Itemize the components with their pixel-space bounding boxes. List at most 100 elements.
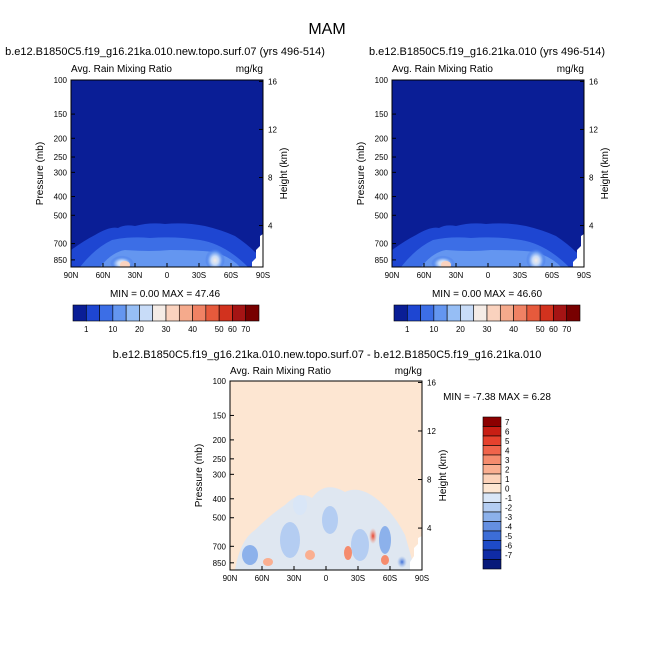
panel-diff-pressure-tick-label: 300 (213, 470, 227, 479)
panel-left-ylabel: Pressure (mb) (35, 142, 46, 205)
panel-right-y2label: Height (km) (600, 148, 611, 200)
panel-right-height-tick-label: 8 (589, 173, 594, 182)
panel-right-colorbar-box (393, 304, 408, 322)
panel-diff-height-tick-label: 12 (427, 427, 436, 436)
panel-right-colorbar-box (406, 304, 421, 322)
panel-diff-variable-label: Avg. Rain Mixing Ratio (230, 366, 331, 377)
panel-diff-colorbar-label: 1 (505, 475, 510, 484)
panel-right-colorbar-label: 1 (405, 325, 410, 334)
panel-right-colorbar-box (433, 304, 448, 322)
panel-diff-colorbar-box (482, 559, 502, 570)
panel-right-colorbar-label: 10 (429, 325, 438, 334)
panel-left-units-label: mg/kg (236, 64, 263, 75)
panel-right-pressure-tick-label: 850 (375, 256, 389, 265)
panel-right-case-title: b.e12.B1850C5.f19_g16.21ka.010 (yrs 496-… (369, 46, 605, 58)
panel-left-colorbar-box (139, 304, 154, 322)
panel-left-lat-tick-label: 60N (96, 271, 111, 280)
panel-right-units-label: mg/kg (557, 64, 584, 75)
panel-right-colorbar-box (553, 304, 568, 322)
panel-left-colorbar-box (165, 304, 180, 322)
panel-left-lat-tick-label: 90N (64, 271, 79, 280)
panel-right-colorbar-box (460, 304, 475, 322)
panel-right-colorbar-box (473, 304, 488, 322)
panel-left-colorbar-label: 20 (135, 325, 144, 334)
panel-left-colorbar-label: 10 (108, 325, 117, 334)
panel-diff-colorbar-label: 6 (505, 427, 510, 436)
panel-right-lat-tick-label: 30N (449, 271, 464, 280)
panel-diff-case-title: b.e12.B1850C5.f19_g16.21ka.010.new.topo.… (113, 349, 542, 361)
panel-diff-height-tick-label: 8 (427, 476, 432, 485)
panel-left-height-tick-label: 4 (268, 222, 273, 231)
panel-diff-colorbar-label: -7 (505, 551, 513, 560)
panel-right-pressure-tick-label: 500 (375, 211, 389, 220)
panel-right-pressure-tick-label: 400 (375, 193, 389, 202)
panel-right-colorbar-box (566, 304, 581, 322)
panel-left-pressure-tick-label: 300 (54, 168, 68, 177)
panel-right-colorbar-label: 70 (562, 325, 571, 334)
panel-diff-colorbar-box (482, 511, 502, 522)
panel-left-height-tick-label: 12 (268, 125, 277, 134)
panel-diff-colorbar-box (482, 445, 502, 456)
panel-right-lat-tick-label: 30S (513, 271, 527, 280)
panel-left-colorbar-box (152, 304, 167, 322)
panel-diff-ylabel: Pressure (mb) (194, 444, 205, 507)
panel-diff-lat-tick-label: 30N (287, 574, 302, 583)
panel-diff-colorbar-box (482, 502, 502, 513)
panel-right-lat-tick-label: 90N (385, 271, 400, 280)
panel-right-pressure-tick-label: 100 (375, 76, 389, 85)
panel-diff-colorbar-label: 7 (505, 418, 510, 427)
panel-diff-pressure-tick-label: 850 (213, 559, 227, 568)
panel-diff-pressure-tick-label: 200 (213, 436, 227, 445)
panel-diff-units-label: mg/kg (395, 366, 422, 377)
panel-right-colorbar-label: 20 (456, 325, 465, 334)
panel-diff-lat-tick-label: 90S (415, 574, 429, 583)
panel-diff-lat-tick-label: 30S (351, 574, 365, 583)
panel-left-colorbar-label: 60 (228, 325, 237, 334)
panel-left-lat-tick-label: 0 (165, 271, 170, 280)
panel-diff-colorbar-box (482, 492, 502, 503)
panel-diff-pressure-tick-label: 250 (213, 455, 227, 464)
panel-left-colorbar-box (125, 304, 140, 322)
panel-left-colorbar-label: 30 (162, 325, 171, 334)
panel-right-height-tick-label: 16 (589, 77, 598, 86)
panel-diff-colorbar-label: 0 (505, 484, 510, 493)
panel-diff-colorbar-label: -2 (505, 503, 513, 512)
panel-left-colorbar-box (178, 304, 193, 322)
panel-left-pressure-tick-label: 500 (54, 211, 68, 220)
panel-diff-colorbar-label: -4 (505, 522, 513, 531)
panel-right-lat-tick-label: 0 (486, 271, 491, 280)
panel-left-colorbar-box (85, 304, 100, 322)
panel-diff-colorbar-box (482, 530, 502, 541)
panel-right-height-tick-label: 12 (589, 125, 598, 134)
panel-diff-colorbar-box (482, 435, 502, 446)
figure-title: MAM (308, 21, 345, 38)
panel-left-colorbar-box (245, 304, 260, 322)
panel-diff: b.e12.B1850C5.f19_g16.21ka.010.new.topo.… (113, 349, 552, 583)
panel-right-pressure-tick-label: 200 (375, 134, 389, 143)
panel-diff-lat-tick-label: 90N (223, 574, 238, 583)
panel-left-colorbar-box (72, 304, 87, 322)
panel-diff-pressure-tick-label: 700 (213, 542, 227, 551)
panel-left-stats: MIN = 0.00 MAX = 47.46 (110, 289, 220, 300)
panel-left-lat-tick-label: 30N (128, 271, 143, 280)
panel-left-lat-tick-label: 60S (224, 271, 238, 280)
panel-right-colorbar-label: 40 (509, 325, 518, 334)
panel-left-pressure-tick-label: 100 (54, 76, 68, 85)
panel-right-ylabel: Pressure (mb) (356, 142, 367, 205)
panel-left-pressure-tick-label: 150 (54, 110, 68, 119)
panel-left-pressure-tick-label: 400 (54, 193, 68, 202)
panel-diff-colorbar-box (482, 416, 502, 427)
panel-left-pressure-tick-label: 850 (54, 256, 68, 265)
panel-right-stats: MIN = 0.00 MAX = 46.60 (432, 289, 542, 300)
panel-right: b.e12.B1850C5.f19_g16.21ka.010 (yrs 496-… (356, 46, 611, 334)
panel-diff-colorbar-box (482, 483, 502, 494)
panel-right-colorbar-box (539, 304, 554, 322)
panel-right-colorbar-label: 60 (549, 325, 558, 334)
panel-diff-lat-tick-label: 60S (383, 574, 397, 583)
panel-left-y2label: Height (km) (279, 148, 290, 200)
panel-right-colorbar-label: 50 (536, 325, 545, 334)
panel-left-pressure-tick-label: 250 (54, 153, 68, 162)
panel-diff-colorbar-box (482, 473, 502, 484)
panel-diff-lat-tick-label: 0 (324, 574, 329, 583)
